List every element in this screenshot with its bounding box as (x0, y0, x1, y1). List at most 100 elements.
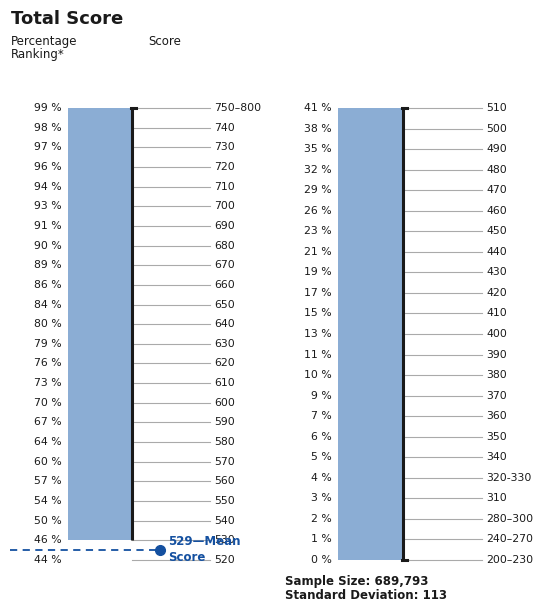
Text: 0 %: 0 % (311, 555, 332, 565)
Text: Ranking*: Ranking* (11, 48, 65, 61)
Text: 450: 450 (486, 226, 507, 236)
Text: 90 %: 90 % (34, 241, 62, 250)
Text: 710: 710 (214, 182, 235, 191)
Text: 460: 460 (486, 206, 507, 216)
Text: 529—Mean: 529—Mean (168, 535, 240, 548)
Text: 9 %: 9 % (311, 391, 332, 401)
Text: 350: 350 (486, 432, 507, 442)
Text: 740: 740 (214, 123, 235, 132)
Text: Sample Size: 689,793: Sample Size: 689,793 (285, 575, 428, 588)
Text: 360: 360 (486, 411, 507, 421)
Text: 38 %: 38 % (304, 123, 332, 134)
Text: 57 %: 57 % (35, 476, 62, 486)
Text: 79 %: 79 % (35, 339, 62, 349)
Text: 410: 410 (486, 308, 507, 318)
Text: 76 %: 76 % (35, 358, 62, 368)
Text: 480: 480 (486, 164, 507, 175)
Text: 32 %: 32 % (304, 164, 332, 175)
Text: 97 %: 97 % (35, 142, 62, 152)
Text: 54 %: 54 % (35, 496, 62, 506)
Text: 440: 440 (486, 247, 507, 257)
Text: 44 %: 44 % (35, 555, 62, 565)
Text: 380: 380 (486, 370, 507, 380)
Text: 530: 530 (214, 535, 235, 545)
Text: 280–300: 280–300 (486, 514, 533, 524)
Text: 620: 620 (214, 358, 235, 368)
Text: 86 %: 86 % (35, 280, 62, 290)
Text: 94 %: 94 % (35, 182, 62, 191)
Text: 570: 570 (214, 457, 235, 467)
Text: 98 %: 98 % (35, 123, 62, 132)
Text: 590: 590 (214, 417, 235, 427)
Text: 320-330: 320-330 (486, 473, 531, 483)
Text: 640: 640 (214, 319, 235, 329)
Bar (338, 108, 403, 560)
Text: 420: 420 (486, 288, 507, 298)
Text: 550: 550 (214, 496, 235, 506)
Text: 23 %: 23 % (304, 226, 332, 236)
Text: 750–800: 750–800 (214, 103, 261, 113)
Text: 96 %: 96 % (35, 162, 62, 172)
Text: 93 %: 93 % (35, 201, 62, 211)
Text: 720: 720 (214, 162, 235, 172)
Text: 700: 700 (214, 201, 235, 211)
Text: 70 %: 70 % (34, 398, 62, 408)
Text: 690: 690 (214, 221, 235, 231)
Text: 26 %: 26 % (304, 206, 332, 216)
Text: 400: 400 (486, 329, 507, 339)
Text: 35 %: 35 % (304, 144, 332, 154)
Text: 370: 370 (486, 391, 507, 401)
Text: 89 %: 89 % (35, 260, 62, 270)
Bar (68, 108, 132, 541)
Text: 73 %: 73 % (35, 378, 62, 388)
Text: 50 %: 50 % (34, 516, 62, 526)
Text: 91 %: 91 % (35, 221, 62, 231)
Text: 650: 650 (214, 300, 235, 309)
Text: 310: 310 (486, 494, 507, 503)
Text: 730: 730 (214, 142, 235, 152)
Text: 670: 670 (214, 260, 235, 270)
Text: 240–270: 240–270 (486, 535, 533, 544)
Text: 17 %: 17 % (304, 288, 332, 298)
Text: 7 %: 7 % (311, 411, 332, 421)
Text: 630: 630 (214, 339, 235, 349)
Text: 67 %: 67 % (35, 417, 62, 427)
Text: 660: 660 (214, 280, 235, 290)
Text: 540: 540 (214, 516, 235, 526)
Text: 10 %: 10 % (304, 370, 332, 380)
Text: 41 %: 41 % (304, 103, 332, 113)
Text: Score: Score (148, 35, 181, 48)
Text: 60 %: 60 % (34, 457, 62, 467)
Text: 2 %: 2 % (311, 514, 332, 524)
Text: 46 %: 46 % (35, 535, 62, 545)
Text: 610: 610 (214, 378, 235, 388)
Text: 340: 340 (486, 452, 507, 462)
Text: 64 %: 64 % (35, 437, 62, 447)
Text: 430: 430 (486, 267, 507, 278)
Text: 470: 470 (486, 185, 507, 195)
Text: 13 %: 13 % (304, 329, 332, 339)
Text: Total Score: Total Score (11, 10, 123, 28)
Text: 11 %: 11 % (304, 350, 332, 359)
Text: Percentage: Percentage (11, 35, 77, 48)
Text: 21 %: 21 % (304, 247, 332, 257)
Text: 15 %: 15 % (304, 308, 332, 318)
Text: 80 %: 80 % (34, 319, 62, 329)
Text: 500: 500 (486, 123, 507, 134)
Text: 6 %: 6 % (311, 432, 332, 442)
Text: 19 %: 19 % (304, 267, 332, 278)
Text: 4 %: 4 % (311, 473, 332, 483)
Text: 99 %: 99 % (35, 103, 62, 113)
Text: 5 %: 5 % (311, 452, 332, 462)
Text: 680: 680 (214, 241, 235, 250)
Text: Standard Deviation: 113: Standard Deviation: 113 (285, 589, 447, 602)
Text: 520: 520 (214, 555, 235, 565)
Text: 560: 560 (214, 476, 235, 486)
Text: 84 %: 84 % (35, 300, 62, 309)
Text: 390: 390 (486, 350, 507, 359)
Text: 3 %: 3 % (311, 494, 332, 503)
Text: 490: 490 (486, 144, 507, 154)
Text: 600: 600 (214, 398, 235, 408)
Text: 580: 580 (214, 437, 235, 447)
Text: 1 %: 1 % (311, 535, 332, 544)
